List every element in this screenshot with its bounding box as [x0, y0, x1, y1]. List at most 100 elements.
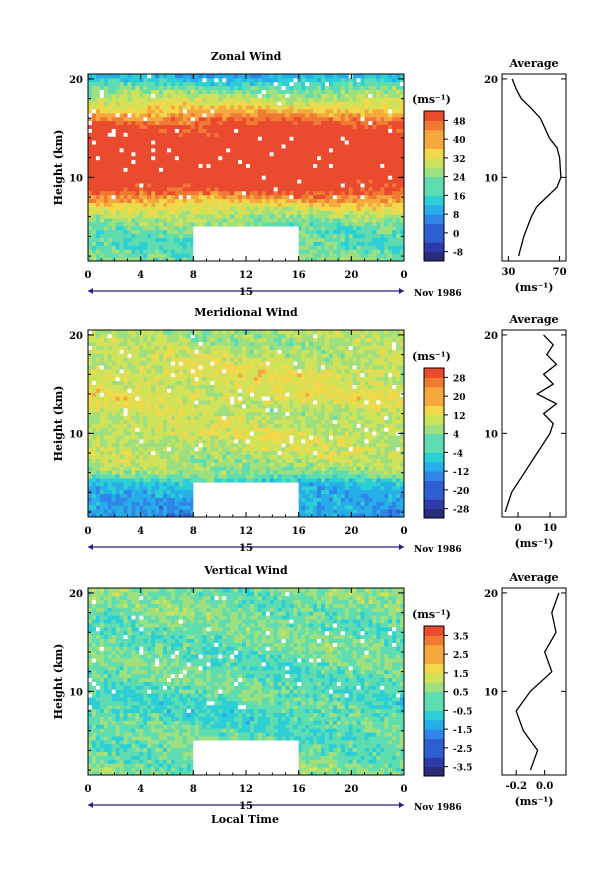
heatmap-cell	[135, 97, 140, 102]
heatmap-cell	[206, 144, 211, 149]
heatmap-cell	[257, 148, 263, 153]
heatmap-cell	[167, 497, 172, 502]
heatmap-cell	[202, 198, 207, 203]
heatmap-cell	[336, 93, 342, 98]
heatmap-cell	[297, 151, 302, 157]
heatmap-cell	[234, 144, 239, 149]
heatmap-cell	[348, 175, 354, 180]
heatmap-cell	[356, 202, 361, 207]
heatmap-cell	[230, 179, 235, 184]
heatmap-cell	[103, 249, 109, 254]
heatmap-cell	[321, 198, 326, 203]
heatmap-cell	[309, 198, 314, 203]
heatmap-cell	[88, 513, 93, 518]
heatmap-cell	[186, 229, 192, 235]
heatmap-cell	[198, 85, 203, 90]
heatmap-cell	[305, 109, 310, 114]
heatmap-cell	[234, 85, 239, 90]
heatmap-cell	[198, 155, 203, 161]
heatmap-cell	[384, 128, 389, 133]
heatmap-cell	[340, 509, 346, 514]
heatmap-cell	[99, 225, 105, 231]
heatmap-cell	[305, 474, 310, 479]
heatmap-cell	[352, 81, 357, 87]
colorbar-segment	[424, 242, 444, 253]
heatmap-cell	[325, 194, 330, 200]
heatmap-cell	[277, 89, 282, 94]
heatmap-cell	[380, 116, 385, 122]
heatmap-cell	[368, 501, 373, 506]
heatmap-cell	[277, 171, 282, 176]
heatmap-cell	[396, 198, 401, 203]
heatmap-cell	[178, 485, 184, 491]
heatmap-cell	[265, 466, 271, 471]
heatmap-cell	[396, 245, 401, 250]
heatmap-cell	[277, 155, 282, 161]
heatmap-cell	[103, 229, 109, 235]
heatmap-cell	[332, 470, 338, 475]
heatmap-cell	[135, 493, 140, 498]
heatmap-cell	[289, 101, 294, 106]
heatmap-cell	[155, 225, 160, 231]
heatmap-cell	[115, 470, 120, 475]
heatmap-cell	[392, 171, 397, 176]
heatmap-cell	[202, 214, 207, 219]
heatmap-cell	[170, 97, 176, 102]
heatmap-cell	[293, 93, 298, 98]
heatmap-cell	[178, 132, 184, 137]
heatmap-cell	[151, 179, 156, 184]
heatmap-cell	[297, 481, 302, 487]
heatmap-cell	[352, 124, 357, 129]
heatmap-cell	[328, 497, 334, 502]
date-bar-arrow	[88, 288, 93, 294]
heatmap-cell	[321, 206, 326, 211]
heatmap-cell	[364, 501, 369, 506]
heatmap-cell	[170, 218, 176, 223]
heatmap-cell	[135, 497, 140, 502]
heatmap-cell	[384, 249, 389, 254]
heatmap-cell	[246, 186, 251, 192]
heatmap-cell	[249, 81, 255, 87]
heatmap-cell	[167, 109, 172, 114]
heatmap-cell	[376, 474, 381, 479]
heatmap-cell	[352, 74, 357, 79]
heatmap-cell	[325, 81, 330, 87]
heatmap-cell	[147, 194, 152, 200]
heatmap-cell	[325, 112, 330, 118]
heatmap-cell	[368, 159, 373, 165]
heatmap-cell	[364, 159, 369, 165]
heatmap-cell	[400, 245, 405, 250]
heatmap-cell	[186, 245, 192, 250]
heatmap-cell	[340, 159, 346, 165]
heatmap-cell	[348, 190, 354, 196]
heatmap-cell	[360, 489, 365, 495]
heatmap-cell	[265, 190, 271, 196]
heatmap-cell	[135, 175, 140, 180]
heatmap-cell	[273, 151, 278, 157]
heatmap-cell	[336, 105, 342, 110]
heatmap-cell	[368, 245, 373, 250]
heatmap-cell	[178, 497, 184, 502]
heatmap-cell	[261, 116, 267, 122]
heatmap-cell	[388, 474, 393, 479]
heatmap-cell	[242, 155, 247, 161]
heatmap-cell	[340, 136, 346, 141]
heatmap-cell	[265, 132, 271, 137]
heatmap-cell	[127, 167, 132, 172]
heatmap-cell	[210, 85, 215, 90]
heatmap-cell	[313, 171, 318, 176]
heatmap-cell	[174, 120, 180, 126]
heatmap-cell	[163, 85, 168, 90]
heatmap-cell	[293, 202, 298, 207]
heatmap-cell	[210, 202, 215, 207]
heatmap-cell	[376, 194, 381, 200]
heatmap-cell	[238, 167, 243, 172]
heatmap-cell	[348, 241, 354, 246]
heatmap-cell	[352, 485, 357, 491]
heatmap-cell	[103, 74, 109, 79]
heatmap-cell	[313, 167, 318, 172]
heatmap-cell	[111, 245, 117, 250]
heatmap-cell	[234, 101, 239, 106]
heatmap-cell	[107, 505, 113, 510]
heatmap-cell	[111, 128, 117, 133]
